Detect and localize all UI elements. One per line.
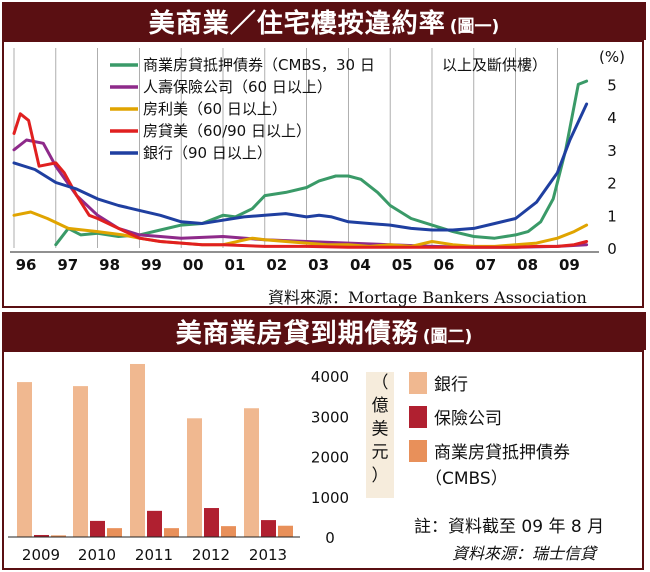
chart1-y-tick-label: 3 xyxy=(607,142,617,160)
chart2-legend-label: 銀行 xyxy=(434,375,468,395)
chart1-legend-label: 人壽保險公司（60 日以上） xyxy=(143,78,332,96)
chart2-bar-insurance xyxy=(34,534,49,537)
chart1-unit-label: (%) xyxy=(599,48,625,66)
chart2-category-label: 2013 xyxy=(249,546,287,564)
chart2-bar-cmbs xyxy=(107,528,122,537)
chart2-y-tick-label: 4000 xyxy=(311,368,349,386)
chart2-subtitle: (圖二) xyxy=(422,326,473,347)
chart1-y-tick-label: 4 xyxy=(607,109,617,127)
chart1-y-tick-label: 2 xyxy=(607,175,617,193)
chart1-title-bar: 美商業／住宅樓按違約率 (圖一) xyxy=(2,2,646,40)
chart2-y-tick-label: 2000 xyxy=(311,449,349,467)
chart1-title: 美商業／住宅樓按違約率 xyxy=(148,8,446,39)
chart2-legend-swatch xyxy=(409,372,427,394)
chart1-source: 資料來源：Mortage Bankers Association xyxy=(268,288,587,307)
chart2-legend-swatch xyxy=(409,440,427,462)
chart2-bar-cmbs xyxy=(51,535,66,537)
chart2-bar-insurance xyxy=(90,520,105,537)
chart2-note: 註：資料截至 09 年 8 月 xyxy=(414,517,605,537)
chart1-x-tick-label: 99 xyxy=(141,256,162,274)
chart1-frame xyxy=(2,40,644,308)
chart2-legend-swatch xyxy=(409,406,427,428)
chart2-y-tick-label: 1000 xyxy=(311,489,349,507)
chart2-source: 資料來源：瑞士信貸 xyxy=(452,544,597,563)
chart1-x-tick-label: 98 xyxy=(99,256,120,274)
chart1-x-tick-label: 02 xyxy=(266,256,287,274)
chart1-x-tick-label: 97 xyxy=(57,256,78,274)
chart2-unit-char: （ xyxy=(372,373,389,393)
chart2-bar-bank xyxy=(17,382,32,537)
chart1-x-tick-label: 06 xyxy=(434,256,455,274)
chart2-bar-bank xyxy=(187,418,202,537)
chart2-title: 美商業房貸到期債務 xyxy=(175,318,419,349)
chart2-bar-insurance xyxy=(261,520,276,537)
chart2-bar-cmbs xyxy=(221,526,236,537)
chart2-bar-insurance xyxy=(147,510,162,537)
chart2-legend-label: 商業房貸抵押債券 xyxy=(434,443,570,463)
chart1-y-tick-label: 1 xyxy=(607,207,617,225)
chart1-legend-label: 銀行（90 日以上） xyxy=(143,144,272,162)
chart2-bar-insurance xyxy=(204,508,219,537)
chart2-bar-cmbs xyxy=(278,525,293,537)
chart1-x-tick-label: 01 xyxy=(225,256,246,274)
chart1-series-cmbs xyxy=(54,79,589,247)
chart2-category-label: 2009 xyxy=(22,546,60,564)
chart2-legend-label-cont: （CMBS） xyxy=(425,469,508,489)
chart1-x-tick-label: 05 xyxy=(392,256,413,274)
chart2-bar-bank xyxy=(244,408,259,537)
chart2-unit-char: 美 xyxy=(372,419,389,439)
chart1-x-tick-label: 08 xyxy=(517,256,538,274)
chart2-y-tick-label: 3000 xyxy=(311,408,349,426)
chart2-unit-box xyxy=(366,372,394,498)
chart2-unit-char: 元 xyxy=(372,443,389,463)
chart2-category-label: 2012 xyxy=(192,546,230,564)
chart1-y-tick-label: 0 xyxy=(607,240,617,258)
chart1-series-mortgage xyxy=(12,112,589,249)
chart1-legend-label: 商業房貸抵押債券（CMBS，30 日 xyxy=(143,56,375,74)
chart2-unit-char: 億 xyxy=(372,396,389,416)
chart1-x-tick-label: 04 xyxy=(350,256,371,274)
chart2-category-label: 2010 xyxy=(78,546,116,564)
chart2-bar-cmbs xyxy=(164,528,179,537)
chart2-bar-bank xyxy=(73,386,88,537)
chart1-x-tick-label: 09 xyxy=(559,256,580,274)
chart1-legend-label: 房貸美（60/90 日以上） xyxy=(143,122,311,140)
chart2-bar-bank xyxy=(130,363,145,537)
chart1-subtitle: (圖一) xyxy=(449,16,500,37)
chart1-x-tick-label: 00 xyxy=(183,256,204,274)
chart2-unit-char: ） xyxy=(372,466,389,486)
chart1-x-tick-label: 07 xyxy=(475,256,496,274)
chart1-series-bank xyxy=(12,102,589,232)
chart1-y-tick-label: 5 xyxy=(607,76,617,94)
chart2-legend-label: 保險公司 xyxy=(434,409,502,429)
chart2-title-bar: 美商業房貸到期債務 (圖二) xyxy=(2,312,646,350)
chart2-frame xyxy=(2,350,644,570)
chart1-legend-label: 房利美（60 日以上） xyxy=(143,100,287,118)
chart2-y-tick-label: 0 xyxy=(325,529,335,547)
chart2-category-label: 2011 xyxy=(135,546,173,564)
chart1-x-tick-label: 03 xyxy=(308,256,329,274)
chart1-legend-label-cont: 以上及斷供樓） xyxy=(442,56,547,74)
chart1-x-tick-label: 96 xyxy=(16,256,37,274)
